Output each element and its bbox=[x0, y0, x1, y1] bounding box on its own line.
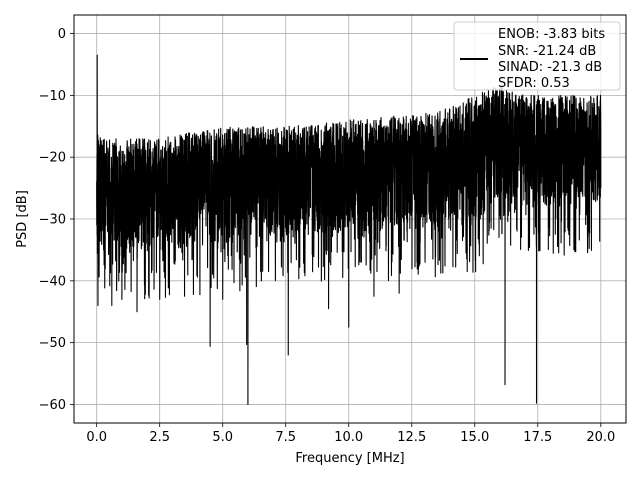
x-tick-label: 20.0 bbox=[586, 430, 615, 445]
x-tick-label: 10.0 bbox=[334, 430, 363, 445]
y-tick-label: −50 bbox=[39, 336, 66, 351]
y-tick-label: 0 bbox=[58, 27, 66, 42]
x-tick-label: 2.5 bbox=[149, 430, 170, 445]
x-axis-label: Frequency [MHz] bbox=[295, 451, 404, 466]
y-tick-label: −20 bbox=[39, 151, 66, 166]
x-tick-label: 7.5 bbox=[275, 430, 296, 445]
psd-line bbox=[96, 54, 602, 405]
legend-line-sfdr: SFDR: 0.53 bbox=[498, 76, 570, 91]
x-tick-label: 12.5 bbox=[397, 430, 426, 445]
legend-line-enob: ENOB: -3.83 bits bbox=[498, 27, 605, 42]
y-tick-label: −10 bbox=[39, 89, 66, 104]
legend-line-sinad: SINAD: -21.3 dB bbox=[498, 60, 602, 75]
y-tick-label: −60 bbox=[39, 398, 66, 413]
x-tick-label: 15.0 bbox=[460, 430, 489, 445]
legend-line-snr: SNR: -21.24 dB bbox=[498, 44, 596, 59]
x-tick-label: 5.0 bbox=[212, 430, 233, 445]
x-tick-label: 17.5 bbox=[523, 430, 552, 445]
axes-ticks: 0.0 2.5 5.0 7.5 10.0 12.5 15.0 17.5 20.0 0 −10 −20 −… bbox=[39, 27, 616, 445]
legend: ENOB: -3.83 bits SNR: -21.24 dB SINAD: -… bbox=[453, 21, 621, 91]
y-axis-label: PSD [dB] bbox=[15, 190, 30, 248]
x-tick-label: 0.0 bbox=[86, 430, 107, 445]
legend-box bbox=[453, 21, 621, 91]
psd-series bbox=[96, 54, 602, 405]
y-tick-label: −40 bbox=[39, 274, 66, 289]
y-tick-label: −30 bbox=[39, 213, 66, 228]
